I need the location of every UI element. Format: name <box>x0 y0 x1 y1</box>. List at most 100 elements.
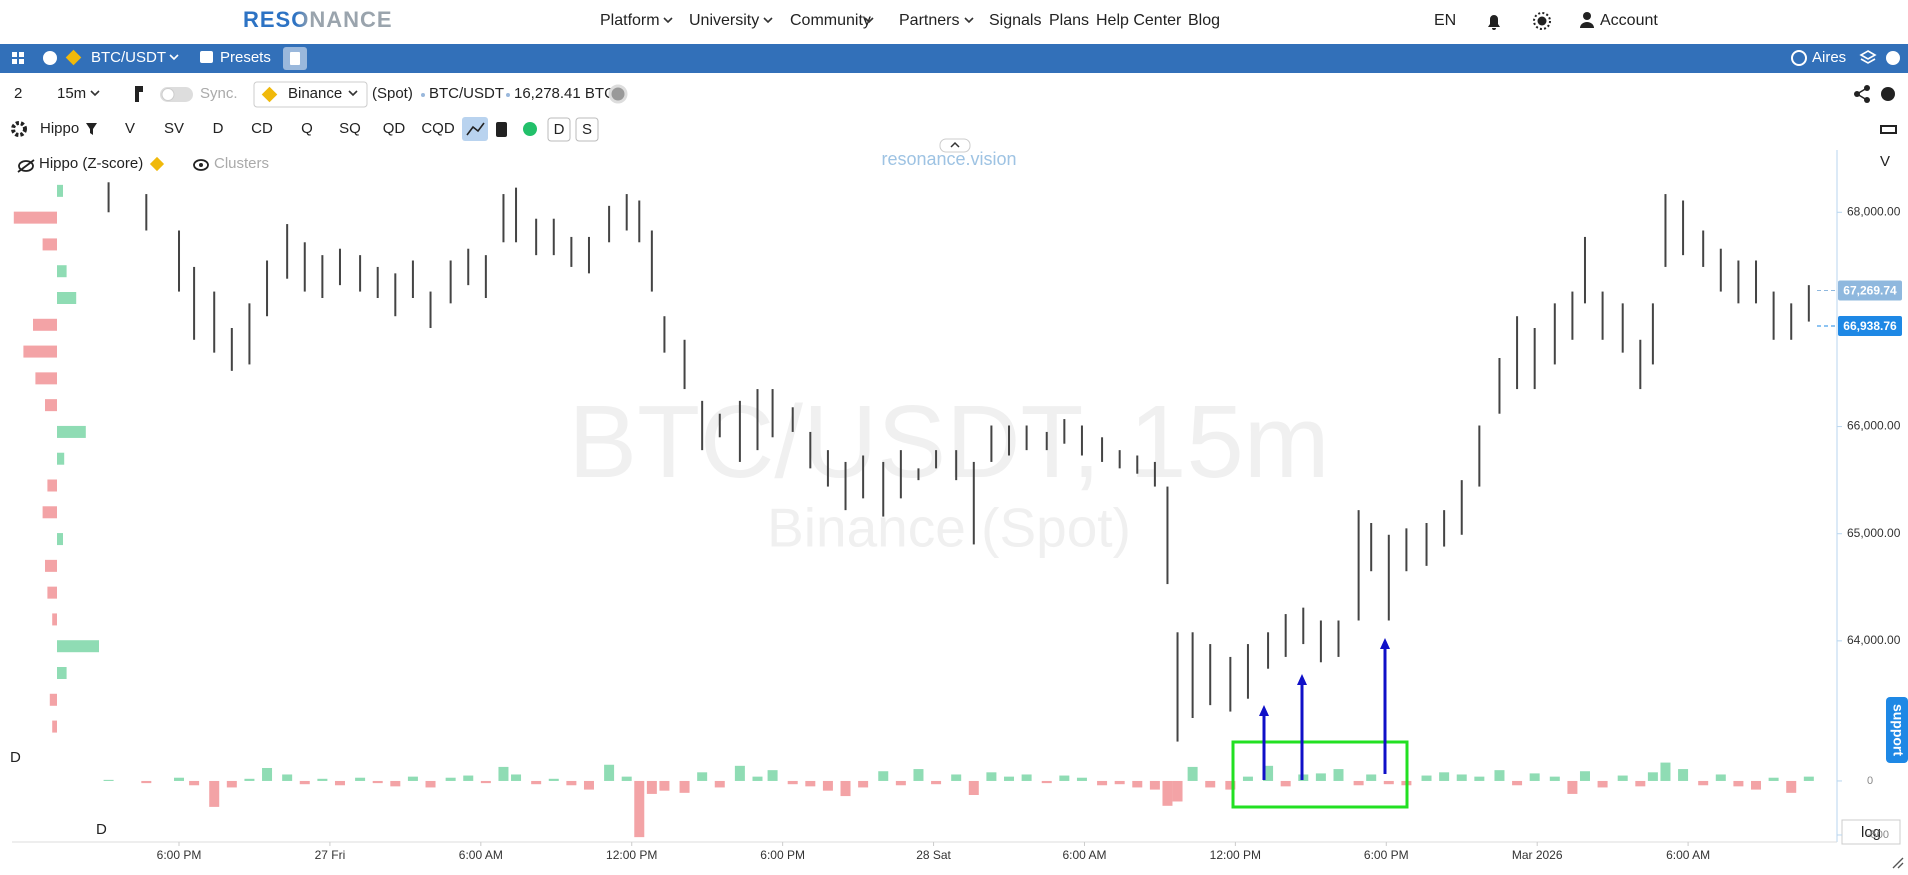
delta-bar <box>931 780 942 785</box>
profile-bar <box>33 318 57 331</box>
profile-bar <box>47 479 57 492</box>
candle <box>338 248 341 286</box>
nav-item[interactable]: Plans <box>1049 12 1089 29</box>
market: (Spot) <box>372 85 413 102</box>
delta-bar <box>548 778 559 781</box>
candle <box>663 316 666 353</box>
delta-bar <box>840 780 851 797</box>
candle <box>1063 419 1066 444</box>
profile-bar <box>42 506 57 519</box>
hide-icon[interactable] <box>17 159 35 173</box>
bell-icon[interactable] <box>1488 15 1500 30</box>
candle <box>484 255 487 298</box>
candle <box>1229 656 1232 712</box>
indicator[interactable]: QD <box>383 120 406 137</box>
pane-button[interactable]: S <box>582 121 592 138</box>
nav-item[interactable]: University <box>689 12 759 29</box>
pane-button[interactable]: D <box>554 121 565 138</box>
candle <box>791 407 794 432</box>
candle <box>1498 358 1501 414</box>
interval[interactable]: 15m <box>57 85 86 102</box>
indicator[interactable]: CD <box>251 120 273 137</box>
candle <box>718 413 721 438</box>
indicator[interactable]: D <box>213 120 224 137</box>
support-tab[interactable] <box>1886 697 1908 763</box>
delta-tick-label: -500 <box>1867 829 1889 841</box>
delta-tick-label: 0 <box>1867 775 1873 787</box>
button-box[interactable] <box>575 117 599 142</box>
show-icon[interactable] <box>193 159 209 171</box>
nav-item[interactable]: Partners <box>899 12 959 29</box>
layers-icon[interactable] <box>1859 50 1877 64</box>
apps-icon[interactable] <box>12 52 24 64</box>
symbol[interactable]: BTC/USDT <box>91 49 166 66</box>
indicator[interactable]: SQ <box>339 120 361 137</box>
language[interactable]: EN <box>1434 12 1456 29</box>
delta-bar <box>1474 776 1485 781</box>
nav-item[interactable]: Blog <box>1188 12 1220 29</box>
account-icon[interactable] <box>1580 12 1594 28</box>
exchange-select[interactable] <box>253 81 368 108</box>
candle <box>1136 455 1139 474</box>
candle <box>1478 425 1481 487</box>
nav-item[interactable]: Platform <box>600 12 660 29</box>
delta-bar <box>1280 780 1291 787</box>
nav-item[interactable]: Help Center <box>1096 12 1182 29</box>
exchange-icon <box>65 49 82 66</box>
ruler-icon[interactable] <box>1880 125 1897 134</box>
candle <box>1553 303 1556 365</box>
exchange[interactable]: Binance <box>288 85 342 102</box>
indicator[interactable]: V <box>125 120 135 137</box>
candle <box>411 260 414 298</box>
candle <box>1651 303 1654 365</box>
candle <box>1176 632 1179 742</box>
x-tick-label: 27 Fri <box>315 848 346 862</box>
presets[interactable]: Presets <box>220 49 271 66</box>
profile-bar <box>45 559 57 572</box>
layout[interactable]: 2 <box>14 85 22 102</box>
log-button-label[interactable]: log <box>1861 824 1881 841</box>
list-icon[interactable] <box>496 122 507 137</box>
share-icon[interactable] <box>1854 85 1870 103</box>
candle <box>701 400 704 451</box>
indicator[interactable]: Q <box>301 120 313 137</box>
candle <box>303 242 306 292</box>
indicator[interactable]: CQD <box>421 120 455 137</box>
collapse-tab[interactable] <box>939 138 971 153</box>
settings-icon[interactable] <box>11 121 27 137</box>
indicator-name[interactable]: Hippo <box>40 120 79 137</box>
candle <box>248 303 251 365</box>
resize-handle[interactable] <box>1892 857 1904 869</box>
candle <box>107 182 110 213</box>
filter-icon[interactable] <box>86 123 97 135</box>
indicator[interactable]: SV <box>164 120 184 137</box>
chevron <box>348 90 358 97</box>
log-button[interactable] <box>1841 819 1901 845</box>
help-icon[interactable] <box>1886 51 1900 65</box>
add-button[interactable] <box>523 122 537 136</box>
nav-item[interactable]: Signals <box>989 12 1041 29</box>
delta-bar <box>1549 776 1560 781</box>
legend-clusters[interactable]: Clusters <box>214 155 269 172</box>
delta-bar <box>103 779 114 781</box>
support-label[interactable]: support <box>1890 704 1906 756</box>
candle <box>1302 607 1305 645</box>
delta-bar <box>355 777 366 781</box>
theme-icon[interactable] <box>1533 12 1551 30</box>
delta-bar <box>480 780 491 784</box>
user[interactable]: Aires <box>1812 49 1846 66</box>
button-box[interactable] <box>547 117 571 142</box>
fullscreen-icon[interactable] <box>1881 87 1895 101</box>
sync[interactable]: Sync. <box>200 85 238 102</box>
drawing-icon[interactable] <box>135 86 143 102</box>
logo[interactable]: RESONANCE <box>243 7 393 32</box>
nav-item[interactable]: Community <box>790 12 871 29</box>
delta-bar <box>1698 780 1709 786</box>
candle <box>972 461 975 545</box>
candle <box>1101 437 1104 462</box>
delta-bar <box>226 780 237 788</box>
account[interactable]: Account <box>1600 12 1658 29</box>
candle <box>230 328 233 371</box>
chart-symbol: BTC/USDT <box>429 85 504 102</box>
x-tick-label: 6:00 PM <box>1364 848 1409 862</box>
